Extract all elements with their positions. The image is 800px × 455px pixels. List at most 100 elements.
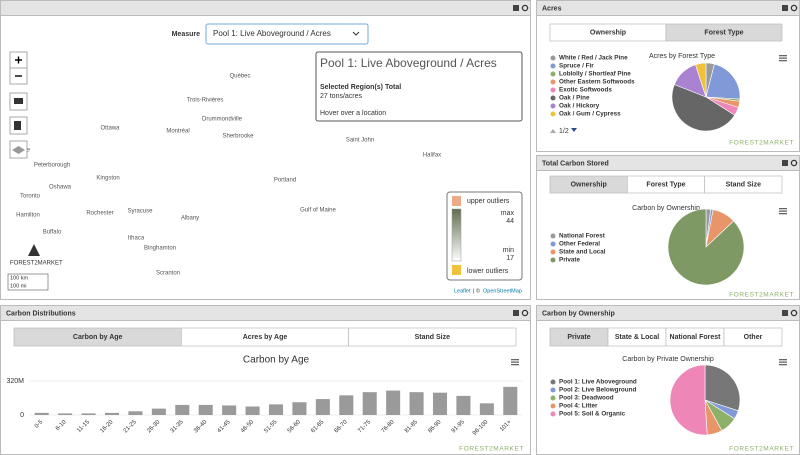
legend-label[interactable]: Pool 2: Live Belowground <box>559 387 636 394</box>
bar[interactable] <box>268 404 284 415</box>
bar[interactable] <box>503 386 518 415</box>
zoom-icon[interactable] <box>790 309 798 317</box>
tab-label[interactable]: Stand Size <box>415 334 451 341</box>
bar[interactable] <box>222 405 237 415</box>
measure-value[interactable]: Pool 1: Live Aboveground / Acres <box>213 29 331 38</box>
legend-label[interactable]: Pool 3: Deadwood <box>559 395 614 402</box>
menu-icon[interactable] <box>782 310 788 316</box>
tab-label[interactable]: Forest Type <box>646 181 685 188</box>
legend-lower: lower outliers <box>467 268 509 275</box>
chart-menu[interactable] <box>779 57 787 59</box>
tab-label[interactable]: Carbon by Age <box>73 334 123 341</box>
bar[interactable] <box>432 392 448 415</box>
legend-label[interactable]: White / Red / Jack Pine <box>559 55 628 62</box>
popup-title: Pool 1: Live Aboveground / Acres <box>320 56 497 70</box>
pie-slice[interactable] <box>669 364 708 436</box>
tab-label[interactable]: Other <box>744 334 763 341</box>
tab-label[interactable]: National Forest <box>670 334 722 341</box>
chart-menu[interactable] <box>779 60 787 62</box>
chart-menu[interactable] <box>511 361 519 363</box>
tab-label[interactable]: State & Local <box>615 334 659 341</box>
chart-title: Acres by Forest Type <box>649 53 715 60</box>
bar[interactable] <box>198 404 213 415</box>
chart-menu[interactable] <box>779 359 787 361</box>
zoom-icon[interactable] <box>790 4 798 12</box>
zoom-icon[interactable] <box>790 159 798 167</box>
pager-down[interactable] <box>571 128 577 132</box>
map-logo: FOREST2MARKET <box>10 261 63 267</box>
bar[interactable] <box>58 413 73 415</box>
chart-menu[interactable] <box>779 361 787 363</box>
bar[interactable] <box>362 392 377 415</box>
bar[interactable] <box>175 404 190 415</box>
chart-menu[interactable] <box>779 364 787 366</box>
bar[interactable] <box>81 413 96 415</box>
bar[interactable] <box>128 411 143 415</box>
pie-slice[interactable] <box>667 208 745 286</box>
zoom-icon[interactable] <box>521 309 529 317</box>
pie-slice[interactable] <box>695 62 707 98</box>
chart-menu[interactable] <box>511 359 519 361</box>
bar[interactable] <box>151 408 166 415</box>
tab-label[interactable]: Private <box>567 334 590 341</box>
bar[interactable] <box>34 412 49 415</box>
chart-menu[interactable] <box>779 208 787 210</box>
zoom-icon[interactable] <box>521 4 529 12</box>
legend-label[interactable]: Loblolly / Shortleaf Pine <box>559 71 631 78</box>
pie-slice[interactable] <box>704 364 741 412</box>
attribution-link[interactable]: Leaflet <box>454 288 471 294</box>
bar[interactable] <box>245 406 260 416</box>
bar[interactable] <box>104 412 120 415</box>
legend-label[interactable]: Pool 5: Soil & Organic <box>559 411 626 418</box>
legend-label[interactable]: Oak / Pine <box>559 95 590 102</box>
legend-label[interactable]: State and Local <box>559 249 606 256</box>
tab-label[interactable]: Stand Size <box>726 181 762 188</box>
legend-label[interactable]: Exotic Softwoods <box>559 87 612 94</box>
chart-menu[interactable] <box>779 213 787 215</box>
legend-label[interactable]: Private <box>559 257 581 264</box>
legend-label[interactable]: Oak / Hickory <box>559 103 600 110</box>
menu-icon[interactable] <box>513 310 519 316</box>
tab-label[interactable]: Ownership <box>590 29 626 36</box>
bar[interactable] <box>409 392 424 415</box>
attribution-link[interactable]: OpenStreetMap <box>483 288 522 294</box>
pie-slice[interactable] <box>705 63 741 100</box>
chart-menu[interactable] <box>779 210 787 212</box>
place-label: Drummondville <box>202 117 243 123</box>
menu-icon[interactable] <box>513 5 519 11</box>
legend-marker <box>550 233 556 239</box>
panel <box>0 0 531 300</box>
measure-select[interactable] <box>205 23 369 45</box>
tab[interactable] <box>665 23 783 42</box>
place-label: Buffalo <box>43 230 62 236</box>
legend-label[interactable]: Other Federal <box>559 241 600 248</box>
tab-label[interactable]: Forest Type <box>704 29 743 36</box>
legend-label[interactable]: National Forest <box>559 233 606 240</box>
chart-menu[interactable] <box>779 55 787 57</box>
legend-label[interactable]: Oak / Gum / Cypress <box>559 111 621 118</box>
legend-label[interactable]: Pool 4: Litter <box>559 403 598 410</box>
panel-title: Carbon by Ownership <box>542 310 615 317</box>
menu-icon[interactable] <box>782 5 788 11</box>
legend-label[interactable]: Spruce / Fir <box>559 63 594 70</box>
pager-up[interactable] <box>550 129 556 133</box>
bar[interactable] <box>386 390 401 415</box>
pie-slice[interactable] <box>671 84 736 132</box>
tab-label[interactable]: Acres by Age <box>243 334 288 341</box>
legend-label[interactable]: Other Eastern Softwoods <box>559 79 635 86</box>
tab[interactable] <box>704 175 783 194</box>
tab-label[interactable]: Ownership <box>571 181 607 188</box>
place-label: Oshawa <box>49 185 72 191</box>
place-label: Halifax <box>423 153 441 159</box>
chart-menu[interactable] <box>511 364 519 366</box>
tab[interactable] <box>723 327 783 347</box>
menu-icon[interactable] <box>782 160 788 166</box>
bar[interactable] <box>315 399 330 415</box>
legend-marker <box>550 63 556 69</box>
bar[interactable] <box>479 403 494 415</box>
legend-label[interactable]: Pool 1: Live Aboveground <box>559 379 637 386</box>
bar[interactable] <box>339 395 354 415</box>
bar[interactable] <box>456 395 471 415</box>
tab[interactable] <box>348 327 517 347</box>
bar[interactable] <box>292 402 307 415</box>
